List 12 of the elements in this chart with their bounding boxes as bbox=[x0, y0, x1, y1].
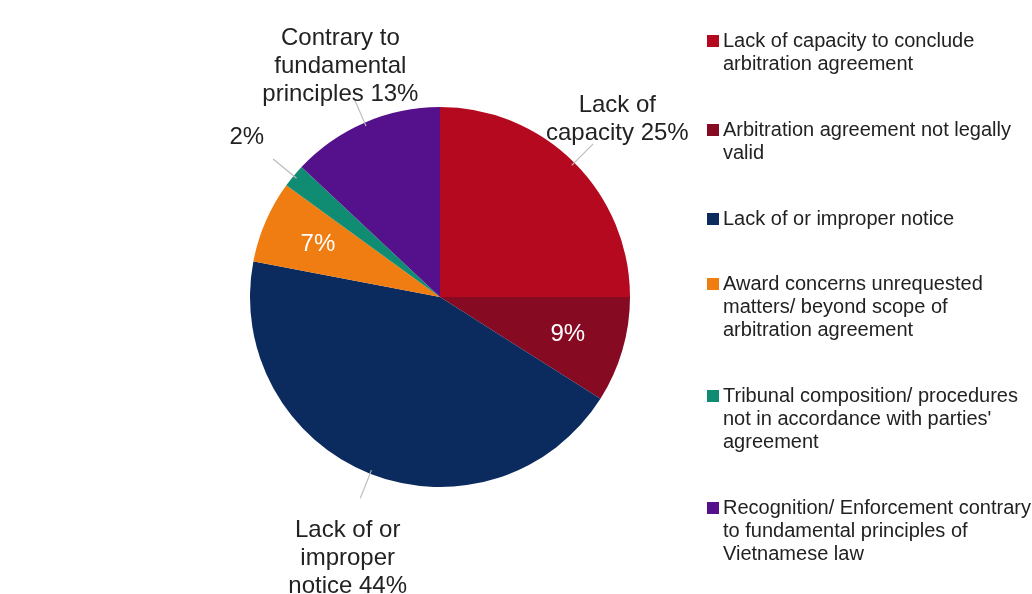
legend-label: Lack of or improper notice bbox=[723, 206, 955, 230]
data-label: Contrary to fundamental principles 13% bbox=[262, 23, 419, 107]
data-label: 2% bbox=[229, 121, 265, 149]
data-label: 9% bbox=[550, 318, 586, 346]
data-label: 7% bbox=[300, 228, 336, 256]
data-label: Lack of capacity 25% bbox=[545, 90, 689, 146]
legend-label: Recognition/ Enforcement contrary to fundamental principles of Vietnamese law bbox=[723, 495, 1032, 565]
data-label: Lack of or improper notice 44% bbox=[288, 514, 408, 594]
legend-label: Award concerns unrequested matters/ beyond scope of arbitration agreement bbox=[723, 272, 984, 342]
legend-label: Tribunal composition/ procedures not in accordance with parties' agreement bbox=[723, 383, 1019, 453]
legend-label: Arbitration agreement not legally valid bbox=[723, 117, 1012, 164]
legend-label: Lack of capacity to conclude arbitration agreement bbox=[723, 29, 976, 76]
